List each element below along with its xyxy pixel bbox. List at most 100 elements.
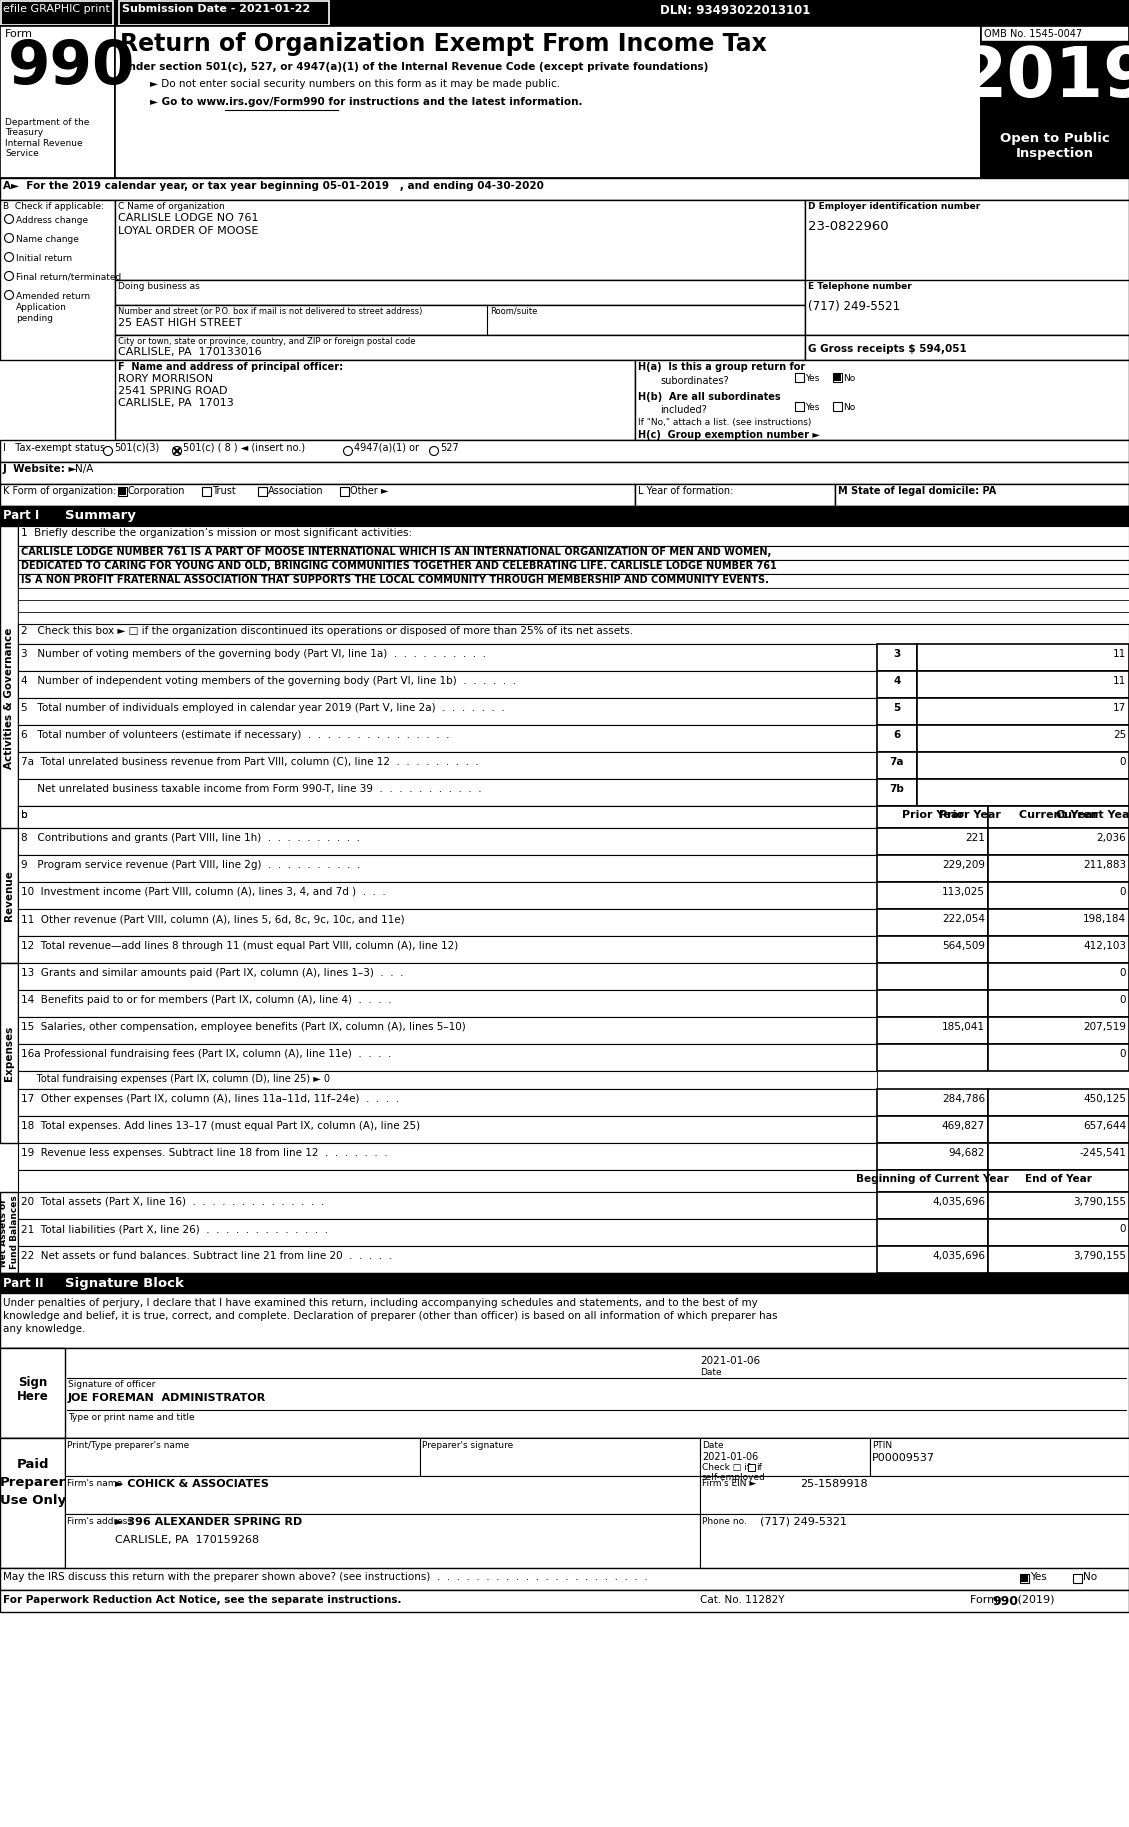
Text: End of Year: End of Year: [1025, 1175, 1092, 1184]
Text: 229,209: 229,209: [942, 861, 984, 870]
Bar: [0, 1589, 1129, 1611]
Bar: [18, 1246, 877, 1273]
Bar: [18, 1219, 877, 1246]
Bar: [18, 588, 1129, 599]
Text: 0: 0: [1120, 1049, 1126, 1060]
Text: CARLISLE, PA  17013: CARLISLE, PA 17013: [119, 398, 234, 407]
Circle shape: [343, 446, 352, 455]
Bar: [1021, 1575, 1029, 1582]
Circle shape: [429, 446, 438, 455]
Text: Final return/terminated: Final return/terminated: [16, 272, 121, 281]
Bar: [988, 1219, 1129, 1246]
Text: 990: 990: [8, 38, 135, 97]
Text: May the IRS discuss this return with the preparer shown above? (see instructions: May the IRS discuss this return with the…: [3, 1571, 648, 1582]
Text: DLN: 93493022013101: DLN: 93493022013101: [660, 4, 811, 16]
Circle shape: [104, 446, 113, 455]
Text: 284,786: 284,786: [942, 1094, 984, 1104]
Text: 17: 17: [1113, 703, 1126, 713]
Text: Under penalties of perjury, I declare that I have examined this return, includin: Under penalties of perjury, I declare th…: [3, 1297, 758, 1308]
Text: Beginning of Current Year: Beginning of Current Year: [856, 1175, 1009, 1184]
Text: included?: included?: [660, 406, 707, 415]
Bar: [18, 1018, 877, 1043]
Text: Here: Here: [17, 1390, 49, 1403]
Text: CARLISLE, PA  170133016: CARLISLE, PA 170133016: [119, 347, 262, 356]
Bar: [18, 574, 1129, 588]
Bar: [18, 990, 877, 1018]
Bar: [18, 855, 877, 882]
Bar: [917, 778, 1129, 806]
Bar: [988, 882, 1129, 910]
Text: CARLISLE, PA  170159268: CARLISLE, PA 170159268: [115, 1535, 260, 1546]
Text: For Paperwork Reduction Act Notice, see the separate instructions.: For Paperwork Reduction Act Notice, see …: [3, 1595, 402, 1604]
Bar: [833, 402, 842, 411]
Bar: [259, 488, 266, 495]
Bar: [877, 910, 988, 935]
Text: Date: Date: [702, 1442, 724, 1451]
Text: 2,036: 2,036: [1096, 833, 1126, 842]
Text: 564,509: 564,509: [942, 941, 984, 952]
Text: 11: 11: [1113, 676, 1126, 685]
Bar: [18, 753, 877, 778]
Bar: [0, 484, 634, 506]
Text: 2021-01-06: 2021-01-06: [702, 1452, 759, 1462]
Bar: [65, 1476, 700, 1515]
Bar: [0, 1191, 18, 1273]
Text: self-employed: self-employed: [702, 1473, 765, 1482]
Text: 3,790,155: 3,790,155: [1073, 1251, 1126, 1261]
Text: LOYAL ORDER OF MOOSE: LOYAL ORDER OF MOOSE: [119, 227, 259, 236]
Text: Date: Date: [700, 1368, 721, 1378]
Bar: [988, 1089, 1129, 1116]
Bar: [877, 1018, 988, 1043]
Bar: [18, 1043, 877, 1071]
Text: ► 396 ALEXANDER SPRING RD: ► 396 ALEXANDER SPRING RD: [115, 1516, 303, 1527]
Bar: [18, 671, 877, 698]
Text: Association: Association: [268, 486, 324, 495]
Text: 18  Total expenses. Add lines 13–17 (must equal Part IX, column (A), line 25): 18 Total expenses. Add lines 13–17 (must…: [21, 1122, 420, 1131]
Bar: [877, 1116, 988, 1144]
Text: 2019: 2019: [959, 44, 1129, 111]
Bar: [0, 1438, 1129, 1568]
Text: Firm's address: Firm's address: [67, 1516, 132, 1526]
Bar: [981, 128, 1129, 177]
Bar: [877, 1246, 988, 1273]
Bar: [988, 855, 1129, 882]
Text: 25: 25: [1113, 731, 1126, 740]
Bar: [18, 1116, 877, 1144]
Text: CARLISLE LODGE NO 761: CARLISLE LODGE NO 761: [119, 214, 259, 223]
Circle shape: [5, 214, 14, 223]
Bar: [18, 1071, 877, 1089]
Bar: [988, 828, 1129, 855]
Text: H(c)  Group exemption number ►: H(c) Group exemption number ►: [638, 429, 820, 440]
Text: Net unrelated business taxable income from Form 990-T, line 39  .  .  .  .  .  .: Net unrelated business taxable income fr…: [21, 784, 482, 795]
Text: 23-0822960: 23-0822960: [808, 219, 889, 234]
Text: 25 EAST HIGH STREET: 25 EAST HIGH STREET: [119, 318, 242, 329]
Text: I   Tax-exempt status:: I Tax-exempt status:: [3, 442, 108, 453]
Text: if: if: [756, 1463, 762, 1473]
Circle shape: [5, 234, 14, 243]
Bar: [18, 778, 877, 806]
Bar: [988, 1191, 1129, 1219]
Text: efile GRAPHIC print: efile GRAPHIC print: [3, 4, 110, 15]
Bar: [988, 935, 1129, 963]
Text: 22  Net assets or fund balances. Subtract line 21 from line 20  .  .  .  .  .: 22 Net assets or fund balances. Subtract…: [21, 1251, 392, 1261]
Bar: [805, 280, 1129, 334]
Bar: [0, 0, 1129, 26]
Text: 8   Contributions and grants (Part VIII, line 1h)  .  .  .  .  .  .  .  .  .  .: 8 Contributions and grants (Part VIII, l…: [21, 833, 360, 842]
Bar: [0, 1294, 1129, 1348]
Bar: [988, 1144, 1129, 1169]
Circle shape: [5, 272, 14, 281]
Text: Prior Year: Prior Year: [902, 809, 963, 820]
Text: B  Check if applicable:: B Check if applicable:: [3, 203, 104, 210]
Bar: [115, 360, 634, 440]
Bar: [18, 526, 1129, 546]
Bar: [988, 990, 1129, 1018]
Text: 113,025: 113,025: [942, 886, 984, 897]
Text: 2   Check this box ► □ if the organization discontinued its operations or dispos: 2 Check this box ► □ if the organization…: [21, 627, 633, 636]
Bar: [877, 806, 988, 828]
Text: Check □ if: Check □ if: [702, 1463, 750, 1473]
Bar: [119, 488, 126, 495]
Text: 0: 0: [1120, 886, 1126, 897]
Bar: [700, 1515, 1129, 1568]
Bar: [877, 828, 988, 855]
Bar: [1073, 1575, 1082, 1582]
